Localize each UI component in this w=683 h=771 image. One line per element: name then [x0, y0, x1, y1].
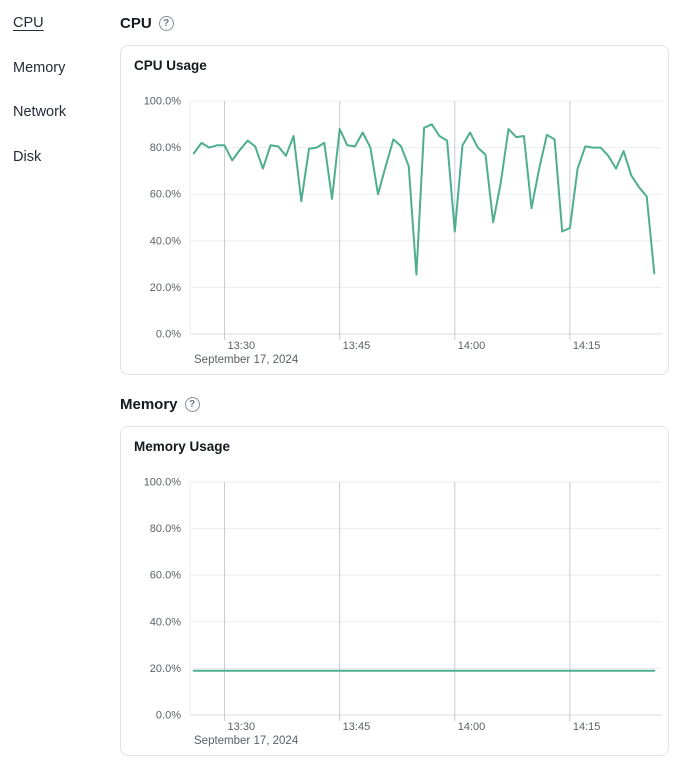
svg-text:60.0%: 60.0% [150, 189, 181, 201]
cpu-usage-chart: 0.0% 20.0% 40.0% 60.0% 80.0% 100.0% 13:30 13:45… [144, 96, 662, 366]
svg-text:13:45: 13:45 [343, 340, 371, 352]
svg-text:0.0%: 0.0% [156, 710, 181, 722]
svg-text:14:15: 14:15 [573, 340, 601, 352]
memory-usage-card-title: Memory Usage [134, 439, 231, 454]
memory-usage-card: Memory Usage 0.0% 20.0% 40.0% 60.0% 80.0% 100… [120, 426, 669, 756]
svg-text:60.0%: 60.0% [150, 570, 181, 582]
svg-text:September 17, 2024: September 17, 2024 [194, 735, 299, 747]
svg-text:13:30: 13:30 [228, 340, 256, 352]
sidebar-item-network[interactable]: Network [13, 104, 67, 120]
help-icon[interactable]: ? [184, 397, 200, 412]
svg-text:40.0%: 40.0% [150, 235, 181, 247]
section-heading-cpu: CPU ? [120, 14, 683, 33]
sidebar-item-memory[interactable]: Memory [13, 59, 66, 76]
svg-text:80.0%: 80.0% [150, 523, 181, 535]
help-icon[interactable]: ? [158, 16, 174, 31]
svg-text:100.0%: 100.0% [144, 96, 182, 108]
svg-text:80.0%: 80.0% [150, 142, 181, 154]
sidebar-item-cpu[interactable]: CPU [13, 15, 44, 31]
cpu-usage-card-title: CPU Usage [134, 58, 207, 73]
svg-text:20.0%: 20.0% [150, 282, 181, 294]
memory-usage-chart: 0.0% 20.0% 40.0% 60.0% 80.0% 100.0% 13:30 13:45… [144, 477, 662, 747]
main-content: CPU ? CPU Usage 0.0% 20.0% 40.0% 60.0% 80.0%… [120, 0, 683, 756]
svg-text:0.0%: 0.0% [156, 329, 181, 341]
svg-text:September 17, 2024: September 17, 2024 [194, 354, 299, 366]
svg-text:13:45: 13:45 [343, 721, 371, 733]
svg-text:100.0%: 100.0% [144, 477, 182, 489]
cpu-section-title: CPU [120, 15, 152, 32]
svg-text:14:00: 14:00 [458, 721, 486, 733]
sidebar: CPU Memory Network Disk [0, 0, 120, 193]
svg-text:13:30: 13:30 [228, 721, 256, 733]
svg-text:14:15: 14:15 [573, 721, 601, 733]
sidebar-item-disk[interactable]: Disk [13, 148, 42, 165]
svg-text:40.0%: 40.0% [150, 616, 181, 628]
svg-text:20.0%: 20.0% [150, 663, 181, 675]
section-heading-memory: Memory ? [120, 395, 683, 414]
svg-text:14:00: 14:00 [458, 340, 486, 352]
memory-section-title: Memory [120, 396, 178, 413]
cpu-usage-card: CPU Usage 0.0% 20.0% 40.0% 60.0% 80.0% 100.0%… [120, 45, 669, 375]
